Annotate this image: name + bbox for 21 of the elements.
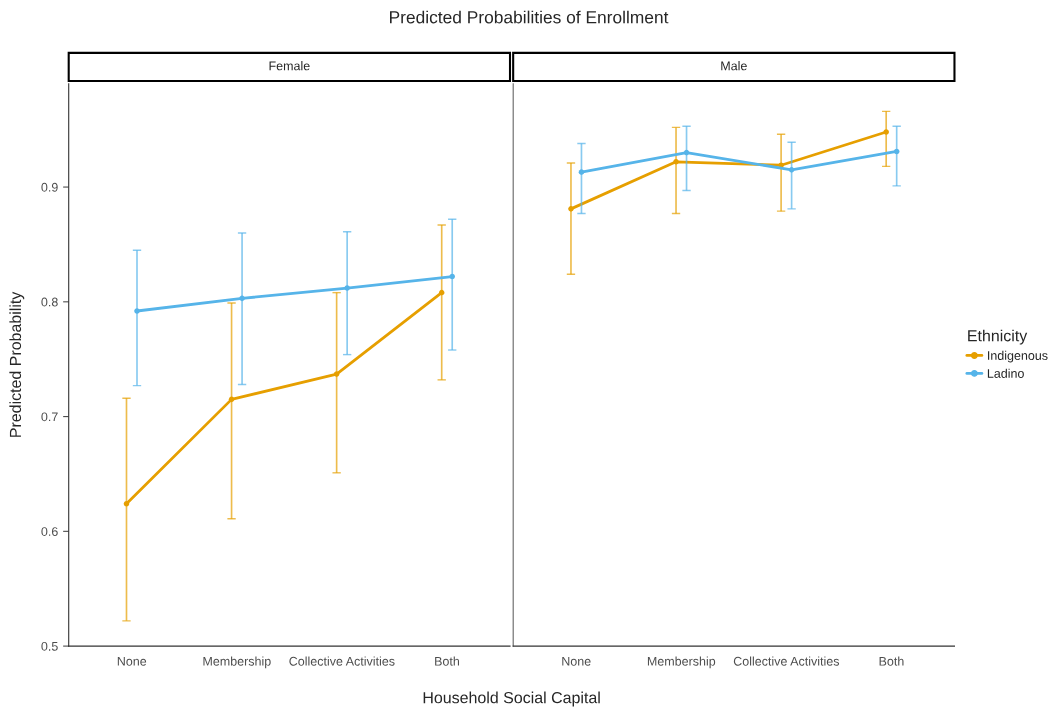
legend-label: Indigenous [988, 350, 1048, 363]
x-tick-label: Collective Activities [289, 656, 395, 666]
x-tick-label: Both [435, 656, 460, 666]
x-tick-label: Membership [647, 656, 716, 669]
y-axis-title: Predicted Probability [9, 291, 25, 437]
chart-subtitle: Male [721, 61, 747, 71]
y-tick-label: 0.6 [41, 527, 58, 536]
x-tick-label: Membership [203, 656, 271, 669]
legend-title: Ethnicity [968, 329, 1028, 345]
x-tick-label: None [117, 656, 147, 666]
legend-label: Ladino [987, 368, 1024, 378]
x-tick-label: Both [879, 656, 904, 666]
chart-subtitle: Female [269, 61, 310, 71]
x-tick-label: Collective Activities [733, 656, 840, 666]
y-tick-label: 0.5 [41, 641, 58, 651]
x-tick-label: None [562, 656, 591, 666]
chart-title: Predicted Probabilities of Enrollment [390, 10, 669, 24]
y-tick-label: 0.8 [41, 297, 58, 307]
y-tick-label: 0.9 [41, 182, 58, 192]
x-axis-title: Household Social Capital [423, 691, 600, 707]
y-tick-label: 0.7 [41, 412, 58, 422]
